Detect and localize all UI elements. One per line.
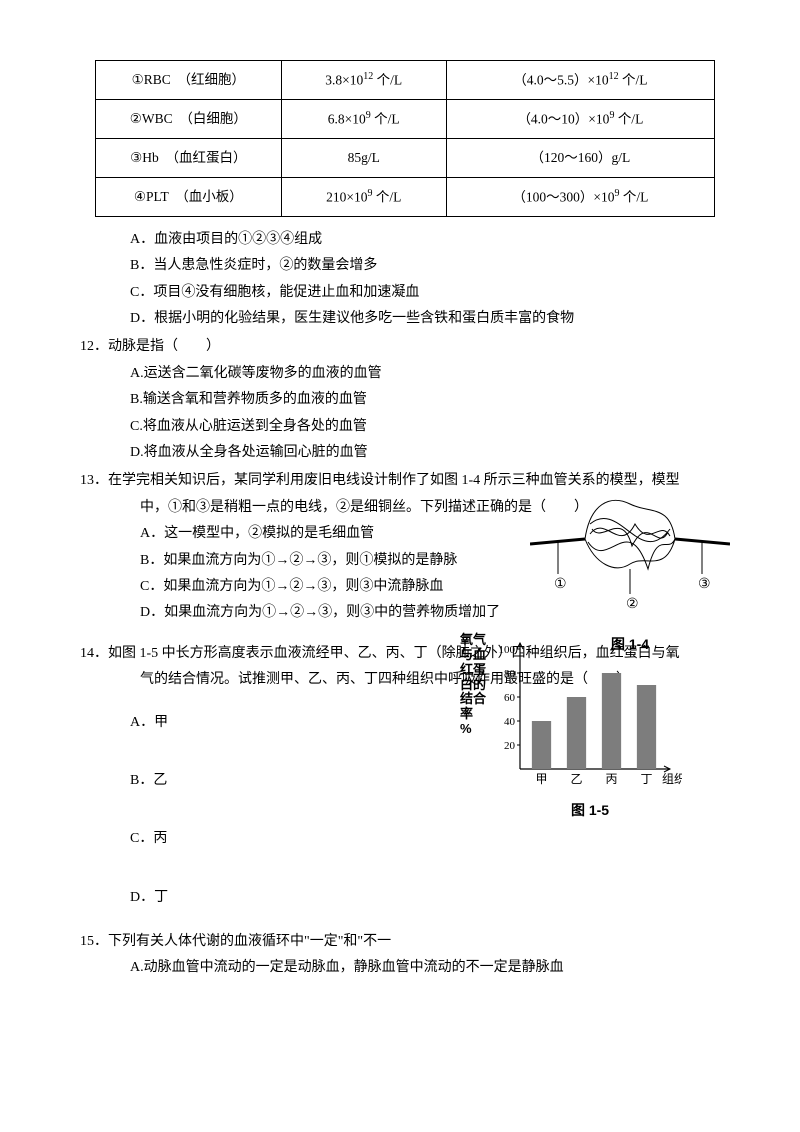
svg-text:20: 20 (504, 740, 516, 752)
table-cell: （100～300）×109 个/L (446, 177, 714, 216)
blood-test-table: ①RBC （红细胞）3.8×1012 个/L（4.0～5.5）×1012 个/L… (95, 60, 715, 217)
table-cell: ④PLT （血小板） (96, 177, 282, 216)
table-cell: ②WBC （白细胞） (96, 100, 282, 139)
table-cell: （4.0～10）×109 个/L (446, 100, 714, 139)
q12-option-b: B.输送含氧和营养物质多的血液的血管 (80, 387, 720, 413)
q11-option-d: D．根据小明的化验结果，医生建议他多吃一些含铁和蛋白质丰富的食物 (80, 306, 720, 332)
vessel-model-diagram: ① ② ③ (530, 474, 730, 624)
table-cell: 6.8×109 个/L (281, 100, 446, 139)
svg-text:80: 80 (504, 668, 516, 680)
svg-text:60: 60 (504, 692, 516, 704)
svg-text:丙: 丙 (605, 772, 617, 786)
figure-1-5-caption: 图 1-5 (460, 799, 690, 821)
q14-option-b: B．乙 (130, 752, 390, 810)
label-3: ③ (698, 577, 711, 592)
label-2: ② (626, 597, 639, 612)
q15-option-a: A.动脉血管中流动的一定是动脉血，静脉血管中流动的不一定是静脉血 (80, 955, 720, 981)
table-cell: ①RBC （红细胞） (96, 61, 282, 100)
svg-text:丁: 丁 (640, 772, 652, 786)
q14-option-c: C．丙 (130, 810, 390, 868)
q11-option-c: C．项目④没有细胞核，能促进止血和加速凝血 (80, 280, 720, 306)
table-cell: （4.0～5.5）×1012 个/L (446, 61, 714, 100)
svg-text:组织: 组织 (662, 772, 682, 786)
svg-text:甲: 甲 (535, 772, 547, 786)
table-cell: 3.8×1012 个/L (281, 61, 446, 100)
figure-1-5: 氧气与血红蛋白的结合率% 20 40 60 80 100 甲 乙 丙 丁组织 图 1-5 (460, 629, 690, 821)
q12-option-c: C.将血液从心脏运送到全身各处的血管 (80, 414, 720, 440)
q12-option-a: A.运送含二氧化碳等废物多的血液的血管 (80, 361, 720, 387)
q14-option-d: D．丁 (130, 869, 390, 927)
svg-text:100: 100 (499, 644, 516, 656)
table-cell: ③Hb （血红蛋白） (96, 139, 282, 178)
q11-option-a: A．血液由项目的①②③④组成 (80, 227, 720, 253)
label-1: ① (554, 577, 567, 592)
q11-option-b: B．当人患急性炎症时，②的数量会增多 (80, 253, 720, 279)
oxygen-binding-bar-chart: 20 40 60 80 100 甲 乙 丙 丁组织 (492, 629, 682, 799)
q12-stem: 12．动脉是指（ ） (80, 332, 720, 360)
svg-text:乙: 乙 (570, 772, 582, 786)
table-cell: 210×109 个/L (281, 177, 446, 216)
table-cell: 85g/L (281, 139, 446, 178)
q15-stem: 15．下列有关人体代谢的血液循环中"一定"和"不一 (80, 927, 720, 955)
figure-1-4: ① ② ③ 图 1-4 (530, 474, 730, 624)
chart-y-axis-label: 氧气与血红蛋白的结合率% (460, 629, 492, 738)
svg-text:40: 40 (504, 716, 516, 728)
q14-option-a: A．甲 (130, 694, 390, 752)
table-cell: （120～160）g/L (446, 139, 714, 178)
q12-option-d: D.将血液从全身各处运输回心脏的血管 (80, 440, 720, 466)
